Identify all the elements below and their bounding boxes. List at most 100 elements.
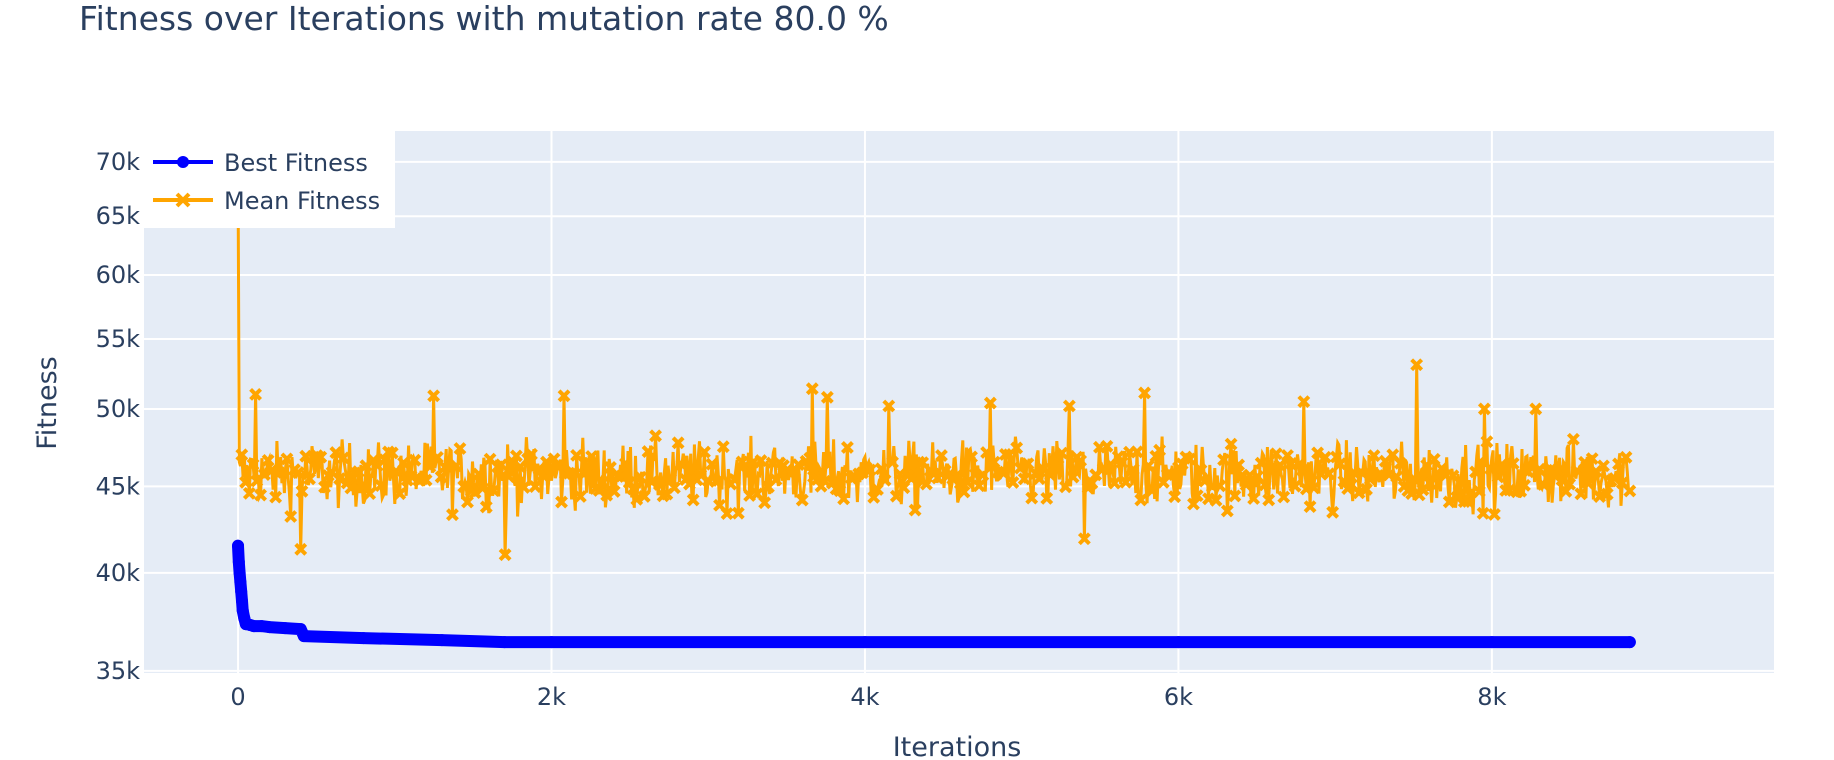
mean-fitness-point xyxy=(242,486,256,500)
mean-fitness-point xyxy=(1593,490,1607,503)
mean-fitness-point xyxy=(1551,464,1565,478)
mean-fitness-point xyxy=(570,448,583,462)
mean-fitness-point xyxy=(1130,445,1144,459)
mean-fitness-point xyxy=(1608,472,1622,485)
best-fitness-point xyxy=(1172,636,1185,649)
mean-fitness-point xyxy=(863,463,877,477)
mean-fitness-point xyxy=(1014,461,1027,475)
mean-fitness-point xyxy=(1333,457,1347,471)
mean-fitness-point xyxy=(1318,450,1332,464)
legend-marker-mean xyxy=(175,192,191,208)
best-fitness-point xyxy=(233,566,246,579)
mean-fitness-point xyxy=(987,455,1001,469)
mean-fitness-point xyxy=(468,486,482,500)
mean-fitness-point xyxy=(754,454,768,468)
mean-fitness-point xyxy=(393,487,407,501)
mean-fitness-point xyxy=(1269,447,1283,461)
mean-fitness-point xyxy=(1322,467,1336,481)
mean-fitness-point xyxy=(1141,459,1155,473)
mean-fitness-point xyxy=(1518,478,1531,492)
mean-fitness-point xyxy=(404,469,418,483)
mean-fitness-point xyxy=(1232,458,1246,472)
mean-fitness-point xyxy=(1480,435,1494,449)
mean-fitness-point xyxy=(344,481,358,495)
mean-fitness-point xyxy=(1623,484,1637,498)
best-fitness-point xyxy=(263,621,276,634)
mean-fitness-point xyxy=(547,452,561,466)
mean-fitness-point xyxy=(630,492,644,506)
mean-fitness-point xyxy=(1446,469,1460,483)
y-tick-label: 70k xyxy=(96,148,141,176)
mean-fitness-point xyxy=(461,495,474,509)
mean-fitness-point xyxy=(295,484,309,498)
mean-fitness-point xyxy=(1297,395,1311,409)
mean-fitness-point xyxy=(1134,493,1148,507)
mean-fitness-point xyxy=(667,481,681,495)
mean-fitness-point xyxy=(453,442,467,455)
mean-fitness-point xyxy=(705,457,719,471)
mean-fitness-point xyxy=(709,474,723,488)
mean-fitness-point xyxy=(1390,470,1404,483)
best-fitness-series xyxy=(232,539,1636,649)
best-fitness-point xyxy=(858,636,871,649)
mean-fitness-point xyxy=(1597,459,1610,473)
mean-fitness-point xyxy=(1427,452,1441,466)
mean-fitness-point xyxy=(874,462,888,476)
mean-fitness-point xyxy=(1582,477,1595,491)
mean-fitness-point xyxy=(1220,504,1234,518)
mean-fitness-point xyxy=(1363,472,1377,486)
legend[interactable]: Best Fitness Mean Fitness xyxy=(144,131,395,228)
mean-fitness-point xyxy=(1096,462,1110,476)
mean-fitness-point xyxy=(261,453,275,467)
mean-fitness-point xyxy=(980,446,993,459)
mean-fitness-point xyxy=(878,473,892,487)
mean-fitness-point xyxy=(792,458,805,472)
mean-fitness-point xyxy=(1559,484,1573,498)
y-tick-labels: 35k 40k 45k 50k 55k 60k 65k 70k xyxy=(96,148,141,685)
legend-marker-best xyxy=(177,156,189,168)
legend-item-mean-fitness[interactable]: Mean Fitness xyxy=(153,187,380,215)
mean-fitness-point xyxy=(1190,489,1204,503)
mean-fitness-point xyxy=(820,390,834,404)
mean-fitness-point xyxy=(446,508,459,522)
mean-fitness-point xyxy=(585,450,599,463)
mean-fitness-point xyxy=(1326,505,1340,519)
mean-fitness-point xyxy=(1059,480,1072,494)
mean-fitness-point xyxy=(882,399,896,413)
mean-fitness-point xyxy=(1393,456,1407,470)
mean-fitness-point xyxy=(517,481,531,494)
legend-label-mean: Mean Fitness xyxy=(224,187,380,215)
mean-fitness-point xyxy=(457,480,471,493)
mean-fitness-point xyxy=(1476,506,1490,520)
mean-fitness-point xyxy=(1119,475,1133,489)
mean-fitness-point xyxy=(822,458,836,472)
mean-fitness-point xyxy=(494,458,508,472)
mean-fitness-point xyxy=(1442,495,1456,509)
chart-title: Fitness over Iterations with mutation ra… xyxy=(79,0,889,38)
legend-item-best-fitness[interactable]: Best Fitness xyxy=(153,149,368,177)
best-fitness-point xyxy=(297,630,310,643)
mean-fitness-point xyxy=(265,463,279,477)
mean-fitness-point xyxy=(555,495,568,509)
mean-fitness-point xyxy=(1066,470,1080,484)
mean-fitness-point xyxy=(840,441,854,454)
best-fitness-point xyxy=(498,636,511,649)
mean-fitness-point xyxy=(769,473,783,487)
x-tick-labels: 0 2k 4k 6k 8k xyxy=(230,683,1506,711)
mean-fitness-point xyxy=(671,436,685,450)
x-tick-label: 0 xyxy=(230,683,245,711)
mean-fitness-point xyxy=(1254,456,1268,470)
mean-fitness-point xyxy=(1337,474,1351,488)
mean-fitness-point xyxy=(235,448,249,462)
mean-fitness-point xyxy=(291,466,305,479)
mean-fitness-point xyxy=(427,389,441,403)
mean-fitness-point xyxy=(1209,493,1223,507)
mean-fitness-point xyxy=(573,490,587,503)
mean-fitness-point xyxy=(1077,532,1091,546)
mean-fitness-point xyxy=(1408,473,1422,487)
mean-fitness-point xyxy=(1213,479,1227,493)
mean-fitness-point xyxy=(805,382,819,396)
mean-fitness-point xyxy=(871,483,884,496)
mean-fitness-point xyxy=(619,457,632,470)
